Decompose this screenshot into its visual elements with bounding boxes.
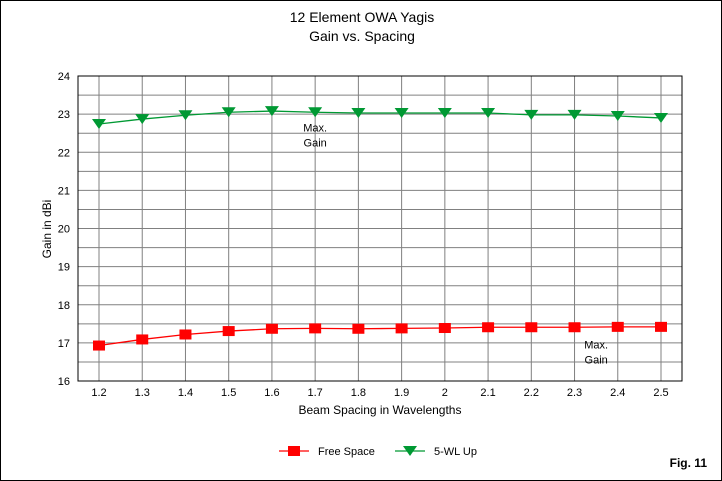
x-tick-label: 2.2 — [524, 387, 539, 399]
chart-title: 12 Element OWA Yagis — [290, 9, 434, 25]
data-point — [655, 321, 667, 332]
y-axis-label: Gain in dBi — [40, 200, 54, 259]
data-point — [178, 110, 193, 121]
y-tick-label: 23 — [58, 109, 70, 121]
x-tick-label: 1.9 — [394, 387, 409, 399]
data-point — [135, 114, 150, 125]
x-tick-label: 1.2 — [91, 387, 106, 399]
figure-label: Fig. 11 — [670, 456, 708, 470]
data-point — [481, 107, 496, 118]
legend-label-5wl: 5-WL Up — [434, 446, 477, 458]
x-tick-label: 2.3 — [567, 387, 582, 399]
data-point — [438, 323, 451, 334]
data-point — [394, 107, 409, 118]
annotation-label: Max. — [584, 340, 608, 352]
legend-marker-free-space — [288, 446, 300, 456]
annotation-label: Gain — [585, 355, 608, 367]
data-point — [92, 119, 106, 130]
y-tick-label: 24 — [58, 71, 70, 83]
data-point — [482, 322, 495, 333]
y-tick-label: 17 — [58, 338, 70, 350]
legend-label-free-space: Free Space — [318, 446, 375, 458]
data-point — [525, 322, 538, 333]
data-point — [352, 323, 365, 334]
x-tick-label: 1.3 — [135, 387, 150, 399]
x-tick-label: 1.6 — [264, 387, 279, 399]
x-tick-label: 1.4 — [178, 387, 193, 399]
x-tick-label: 2.5 — [653, 387, 668, 399]
x-tick-label: 1.8 — [351, 387, 366, 399]
series-line-0 — [98, 326, 661, 347]
data-point — [308, 107, 323, 118]
chart-subtitle: Gain vs. Spacing — [309, 28, 415, 44]
y-tick-label: 21 — [58, 185, 70, 197]
legend-marker-5wl — [403, 446, 417, 456]
annotation-label: Gain — [304, 137, 327, 149]
x-tick-label: 1.5 — [221, 387, 236, 399]
data-point — [265, 323, 278, 334]
y-tick-label: 16 — [58, 376, 70, 388]
data-point — [395, 323, 408, 334]
data-point — [309, 323, 322, 334]
data-point — [437, 107, 452, 118]
data-point — [611, 321, 624, 332]
data-point — [567, 109, 582, 120]
data-point — [136, 334, 149, 345]
data-point — [221, 107, 236, 118]
data-point — [222, 326, 235, 337]
data-point — [93, 340, 105, 351]
y-tick-label: 20 — [58, 224, 70, 236]
data-point — [351, 107, 366, 118]
data-point — [610, 111, 625, 122]
x-tick-label: 2 — [442, 387, 448, 399]
series-line-1 — [98, 110, 662, 125]
y-tick-label: 18 — [58, 300, 70, 312]
x-axis-label: Beam Spacing in Wavelengths — [299, 403, 462, 417]
x-tick-label: 1.7 — [308, 387, 323, 399]
data-point — [568, 322, 581, 333]
y-tick-label: 19 — [58, 262, 70, 274]
data-point — [654, 112, 668, 123]
data-point — [524, 109, 539, 120]
plot-border — [77, 75, 683, 382]
data-point — [264, 106, 279, 117]
x-tick-label: 2.1 — [480, 387, 495, 399]
annotation-label: Max. — [303, 122, 327, 134]
data-point — [179, 329, 192, 340]
y-tick-label: 22 — [58, 147, 70, 159]
x-tick-label: 2.4 — [610, 387, 625, 399]
